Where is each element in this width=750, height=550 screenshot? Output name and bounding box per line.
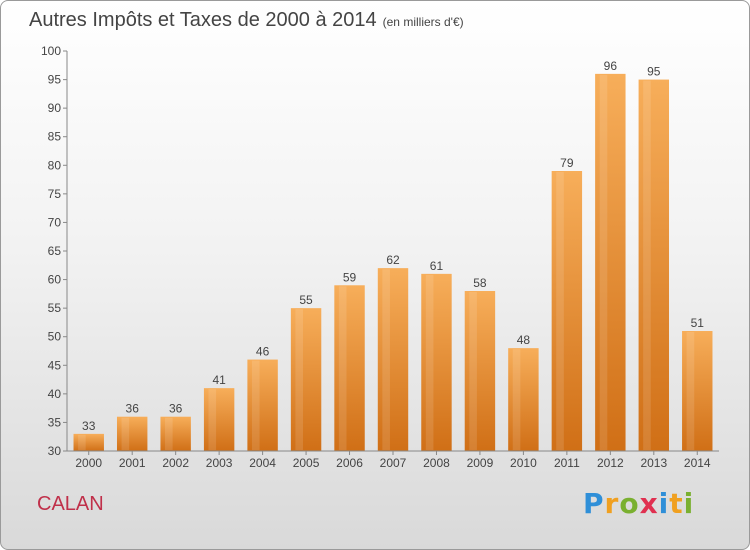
- bar-value-label: 46: [256, 345, 270, 359]
- bar: [334, 285, 365, 451]
- bar: [595, 73, 626, 451]
- bar-value-label: 62: [386, 253, 400, 267]
- bar-highlight: [78, 434, 86, 450]
- place-name: CALAN: [37, 493, 104, 515]
- logo-letter: x: [639, 487, 659, 520]
- y-tick-label: 75: [48, 187, 62, 201]
- y-tick-label: 60: [48, 273, 62, 287]
- bar: [464, 291, 496, 451]
- bar-value-label: 96: [604, 59, 618, 73]
- x-tick-label: 2011: [554, 456, 580, 470]
- bar-highlight: [338, 286, 347, 450]
- y-tick-label: 90: [48, 101, 62, 115]
- bar: [73, 433, 104, 451]
- chart-title-text: Autres Impôts et Taxes de 2000 à 2014: [29, 9, 377, 31]
- bar-highlight: [512, 349, 521, 450]
- bar-value-label: 36: [126, 402, 140, 416]
- x-tick-label: 2005: [293, 456, 320, 470]
- logo-letter: r: [604, 487, 620, 520]
- bar: [203, 388, 235, 451]
- bar: [638, 79, 670, 452]
- bar-highlight: [251, 360, 260, 450]
- bar: [682, 331, 713, 451]
- logo-letter: i: [683, 487, 695, 520]
- bar-highlight: [556, 172, 564, 450]
- y-tick-label: 65: [48, 244, 62, 258]
- bar-highlight: [295, 309, 304, 450]
- logo-letter: t: [669, 487, 684, 520]
- bar-highlight: [382, 269, 390, 450]
- logo-letter: o: [619, 487, 640, 520]
- bar-value-label: 55: [299, 293, 313, 307]
- bar-highlight: [165, 417, 173, 450]
- y-tick-label: 100: [41, 44, 61, 58]
- bar-value-label: 79: [560, 156, 574, 170]
- y-tick-label: 95: [48, 73, 62, 87]
- bar: [290, 308, 322, 451]
- bar: [421, 273, 452, 451]
- x-tick-label: 2008: [423, 456, 450, 470]
- x-tick-label: 2009: [467, 456, 494, 470]
- bar-value-label: 36: [169, 402, 183, 416]
- logo-letter: P: [583, 487, 605, 520]
- chart-unit-label: (en milliers d'€): [382, 15, 464, 29]
- y-tick-label: 85: [48, 130, 62, 144]
- bar: [247, 359, 278, 451]
- y-tick-label: 50: [48, 330, 62, 344]
- x-tick-label: 2010: [510, 456, 537, 470]
- y-tick-label: 30: [48, 444, 62, 458]
- bar-highlight: [599, 74, 608, 450]
- x-tick-label: 2014: [684, 456, 711, 470]
- y-tick-label: 80: [48, 158, 62, 172]
- bar-highlight: [121, 417, 130, 450]
- bar-highlight: [643, 80, 651, 451]
- bar-value-label: 41: [212, 373, 226, 387]
- axes-group: 30 35 40 45 50 55 60 65 70 75 80 85 90 95 100 2000 2001 2…: [41, 44, 719, 470]
- x-tick-label: 2012: [597, 456, 624, 470]
- bar: [508, 348, 539, 451]
- x-tick-label: 2004: [249, 456, 276, 470]
- bar: [551, 171, 583, 451]
- y-tick-label: 45: [48, 358, 62, 372]
- x-tick-label: 2000: [75, 456, 102, 470]
- bars-group: 33 36 36 41 46 55 59 62 61 58 48 79 96 95 51: [73, 59, 713, 452]
- x-tick-label: 2003: [206, 456, 233, 470]
- bar-value-label: 33: [82, 419, 96, 433]
- bar-value-label: 59: [343, 270, 357, 284]
- proxiti-logo: Proxiti: [583, 487, 694, 520]
- bar-value-label: 61: [430, 259, 444, 273]
- bar-highlight: [208, 389, 217, 450]
- bar-value-label: 95: [647, 65, 661, 79]
- x-tick-label: 2013: [640, 456, 667, 470]
- bar: [160, 416, 191, 451]
- y-tick-label: 55: [48, 301, 62, 315]
- bar-highlight: [686, 332, 695, 450]
- bar-highlight: [469, 292, 477, 450]
- x-tick-label: 2007: [380, 456, 407, 470]
- bar-highlight: [425, 274, 434, 450]
- bar: [377, 268, 409, 451]
- y-tick-label: 35: [48, 415, 62, 429]
- logo-letter: i: [658, 487, 670, 520]
- x-tick-label: 2006: [336, 456, 363, 470]
- bar: [116, 416, 148, 451]
- y-tick-label: 70: [48, 215, 62, 229]
- x-tick-label: 2002: [162, 456, 189, 470]
- y-tick-label: 40: [48, 387, 62, 401]
- x-tick-label: 2001: [119, 456, 146, 470]
- bar-value-label: 48: [517, 333, 531, 347]
- chart-title: Autres Impôts et Taxes de 2000 à 2014 (en…: [29, 9, 464, 32]
- bar-value-label: 51: [691, 316, 705, 330]
- bar-value-label: 58: [473, 276, 487, 290]
